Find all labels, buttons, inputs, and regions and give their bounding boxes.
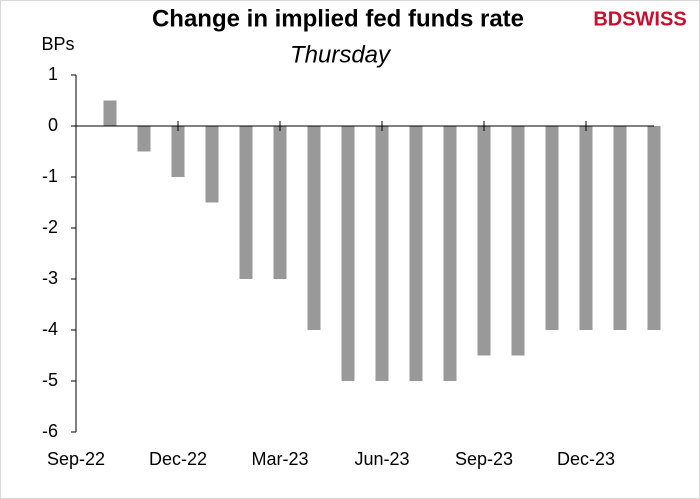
- x-tick-label: Dec-22: [149, 449, 207, 469]
- bar: [375, 126, 389, 381]
- bar: [205, 126, 219, 203]
- y-axis-label: BPs: [41, 34, 74, 54]
- chart-subtitle: Thursday: [290, 41, 392, 68]
- bar: [103, 100, 117, 126]
- chart-title: Change in implied fed funds rate: [152, 5, 524, 32]
- bar: [545, 126, 559, 330]
- bar: [477, 126, 491, 356]
- bar: [273, 126, 287, 279]
- x-tick-label: Dec-23: [557, 449, 615, 469]
- y-tick-label: 1: [48, 64, 58, 84]
- bar: [511, 126, 525, 356]
- y-tick-label: -4: [42, 319, 58, 339]
- bar: [613, 126, 627, 330]
- x-tick-label: Mar-23: [251, 449, 308, 469]
- y-tick-label: -1: [42, 166, 58, 186]
- bar: [171, 126, 185, 177]
- y-tick-label: -2: [42, 217, 58, 237]
- bar: [409, 126, 423, 381]
- bar: [239, 126, 253, 279]
- y-tick-label: -3: [42, 268, 58, 288]
- bar: [341, 126, 355, 381]
- bar: [137, 126, 151, 152]
- x-tick-label: Sep-23: [455, 449, 513, 469]
- y-tick-label: 0: [48, 115, 58, 135]
- y-tick-label: -5: [42, 370, 58, 390]
- bar: [579, 126, 593, 330]
- bar: [647, 126, 661, 330]
- bar: [443, 126, 457, 381]
- bar: [307, 126, 321, 330]
- x-tick-label: Sep-22: [47, 449, 105, 469]
- x-tick-label: Jun-23: [354, 449, 409, 469]
- y-tick-label: -6: [42, 421, 58, 441]
- logo: BDSWISS: [593, 8, 686, 30]
